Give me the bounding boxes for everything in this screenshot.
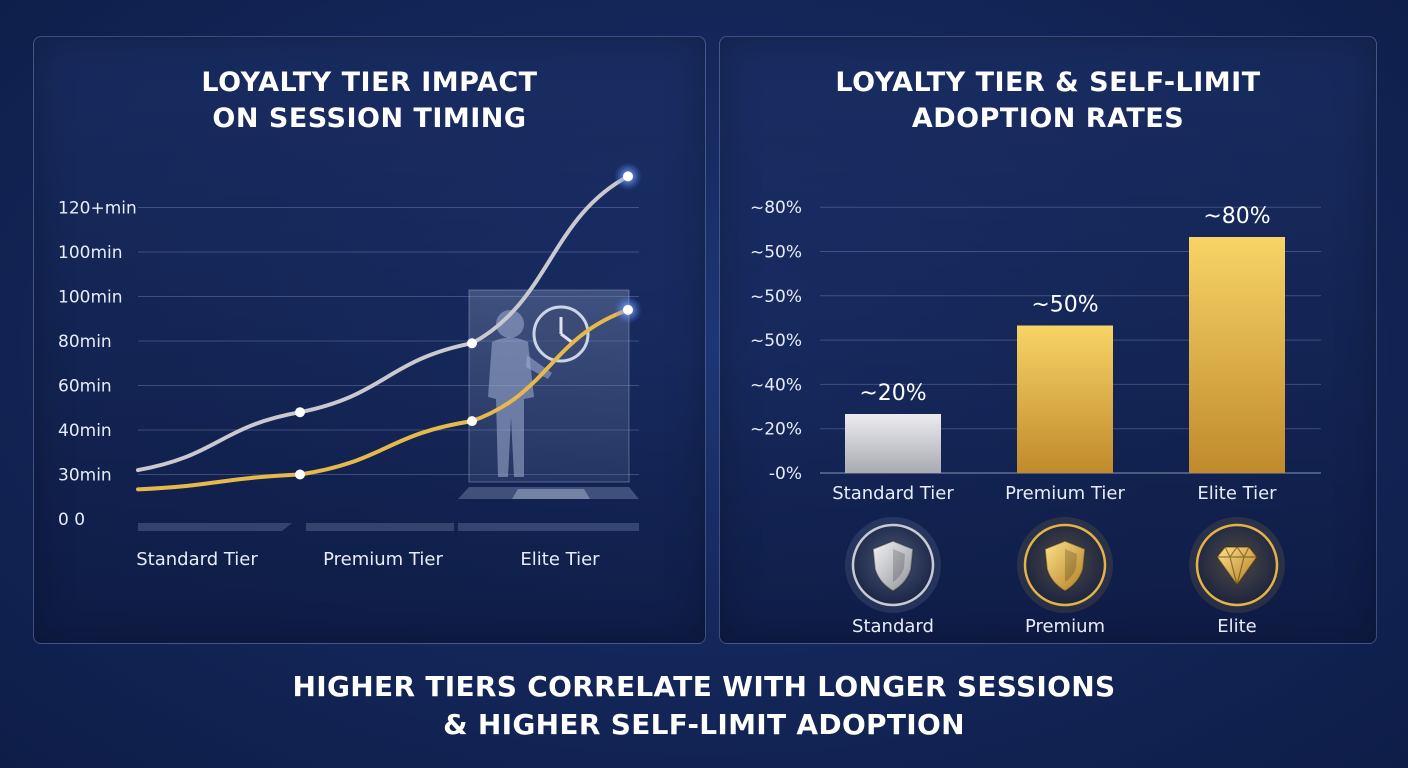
- line-point: [623, 171, 633, 182]
- badge-label: Standard: [852, 616, 934, 637]
- bar-y-tick-label: ~80%: [750, 198, 802, 218]
- line-series-1: [136, 174, 630, 473]
- badge-elite: Elite: [1189, 517, 1285, 637]
- session-timing-title: LOYALTY TIER IMPACT ON SESSION TIMING: [34, 65, 705, 137]
- self-limit-title: LOYALTY TIER & SELF-LIMIT ADOPTION RATES: [720, 65, 1376, 137]
- line-point: [467, 416, 477, 427]
- session-timing-title-line-2: ON SESSION TIMING: [212, 103, 527, 134]
- diamond-icon: [1216, 545, 1258, 587]
- shield-icon: [872, 540, 914, 592]
- line-point: [623, 304, 633, 315]
- bar: [1189, 237, 1285, 473]
- bar: [1017, 325, 1113, 473]
- line-y-tick-label: 30min: [58, 466, 112, 486]
- clock-icon: [532, 305, 590, 363]
- line-series: [136, 162, 642, 492]
- bar-x-label: Standard Tier: [832, 483, 954, 504]
- bar-y-tick-label: ~50%: [750, 243, 802, 263]
- tier-badges: Standard Premium Elite: [845, 517, 1285, 637]
- bar-y-ticks: -0% ~20% ~40% ~50% ~50% ~50% ~80%: [750, 198, 802, 484]
- bar-y-tick-label: ~20%: [750, 420, 802, 440]
- bar-x-label: Premium Tier: [1005, 483, 1125, 504]
- session-timing-title-line-1: LOYALTY TIER IMPACT: [201, 67, 538, 98]
- bar-y-tick-label: ~40%: [750, 375, 802, 395]
- line-y-tick-label: 40min: [58, 421, 112, 441]
- bar-bars: ~20% ~50% ~80%: [845, 204, 1285, 473]
- bar-value-label: ~20%: [859, 381, 926, 406]
- line-y-tick-label: 60min: [58, 377, 112, 397]
- bar-x-labels: Standard Tier Premium Tier Elite Tier: [832, 483, 1277, 504]
- self-limit-panel: LOYALTY TIER & SELF-LIMIT ADOPTION RATES: [719, 36, 1377, 644]
- session-timing-chart: 0 0 30min 40min 60min 80min 100min 100min 120+m…: [58, 162, 642, 570]
- line-y-tick-label: 0 0: [58, 510, 85, 530]
- line-point: [467, 338, 477, 349]
- person-clock-illustration: [458, 289, 639, 499]
- self-limit-title-line-1: LOYALTY TIER & SELF-LIMIT: [835, 67, 1261, 98]
- bar-y-tick-label: ~50%: [750, 331, 802, 351]
- line-x-label: Premium Tier: [323, 549, 443, 570]
- line-point: [295, 407, 305, 418]
- line-point: [295, 469, 305, 480]
- line-y-ticks: 0 0 30min 40min 60min 80min 100min 100min 120+m…: [58, 199, 137, 531]
- badge-standard: Standard: [845, 517, 941, 637]
- bar-value-label: ~50%: [1031, 293, 1098, 318]
- line-x-label: Elite Tier: [520, 549, 600, 570]
- bar: [845, 414, 941, 473]
- bar-x-label: Elite Tier: [1197, 483, 1277, 504]
- self-limit-chart: -0% ~20% ~40% ~50% ~50% ~50% ~80% ~20% ~50% ~80%…: [750, 198, 1321, 637]
- line-x-label: Standard Tier: [136, 549, 258, 570]
- session-timing-panel: LOYALTY TIER IMPACT ON SESSION TIMING 0 …: [33, 36, 706, 644]
- x-axis-base: [138, 523, 639, 531]
- badge-label: Premium: [1025, 616, 1105, 637]
- line-y-tick-label: 100min: [58, 288, 123, 308]
- line-y-tick-label: 80min: [58, 332, 112, 352]
- bar-value-label: ~80%: [1203, 204, 1270, 229]
- footer-line-2: & HIGHER SELF-LIMIT ADOPTION: [443, 708, 965, 741]
- footer-line-1: HIGHER TIERS CORRELATE WITH LONGER SESSI…: [292, 670, 1116, 703]
- badge-label: Elite: [1217, 616, 1257, 637]
- line-y-tick-label: 100min: [58, 243, 123, 263]
- bar-y-tick-label: -0%: [769, 464, 802, 484]
- line-y-tick-label: 120+min: [58, 199, 137, 219]
- bar-y-tick-label: ~50%: [750, 287, 802, 307]
- line-series-2: [136, 307, 630, 492]
- footer-caption: HIGHER TIERS CORRELATE WITH LONGER SESSI…: [0, 668, 1408, 744]
- badge-premium: Premium: [1017, 517, 1113, 637]
- shield-icon: [1044, 540, 1086, 592]
- self-limit-title-line-2: ADOPTION RATES: [911, 103, 1185, 134]
- line-x-labels: Standard Tier Premium Tier Elite Tier: [136, 549, 600, 570]
